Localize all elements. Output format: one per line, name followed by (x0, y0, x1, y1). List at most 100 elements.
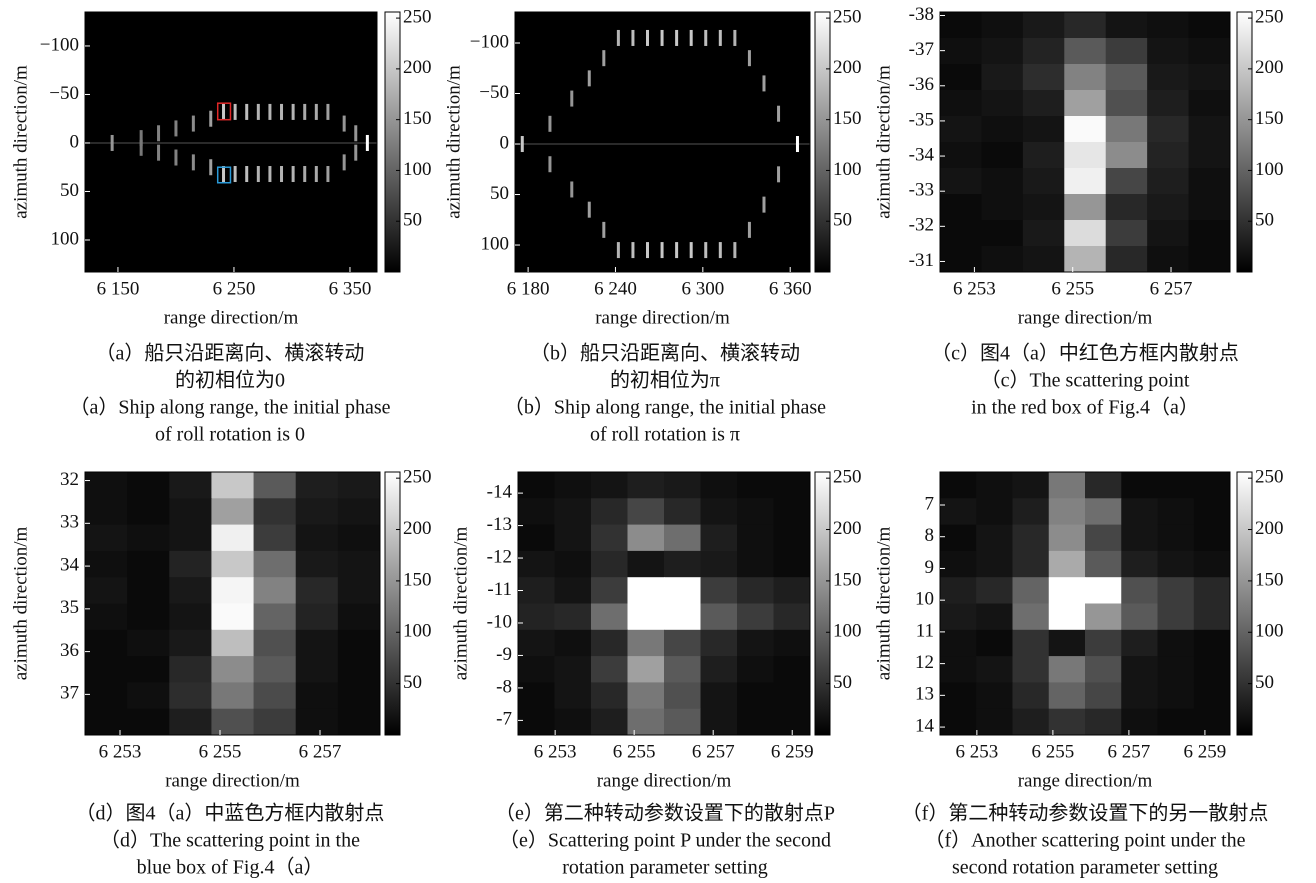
y-tick-label: -14 (487, 481, 513, 502)
heatmap-cell (627, 708, 665, 736)
scatter-point (291, 103, 295, 120)
heatmap-cell (1022, 220, 1065, 247)
heatmap-cell (1157, 550, 1195, 578)
y-tick-label: -11 (487, 579, 512, 600)
heatmap-cell (253, 629, 297, 657)
plot-frame (939, 11, 1231, 273)
scatter-point (777, 105, 781, 122)
colorbar-tick-label: 100 (1255, 621, 1284, 642)
heatmap-cell (1022, 246, 1065, 273)
heatmap-cell (1064, 90, 1107, 117)
heatmap-cell (1064, 38, 1107, 65)
heatmap-cell (1188, 90, 1231, 117)
heatmap-cell (85, 708, 128, 736)
heatmap-cell (211, 498, 255, 526)
heatmap-cell (1048, 603, 1086, 631)
y-tick-label: 50 (490, 183, 509, 204)
scatter-point (354, 144, 358, 161)
heatmap-cell (664, 656, 701, 683)
heatmap-cell (1121, 682, 1158, 710)
heatmap-cell (773, 629, 811, 657)
heatmap-cell (1064, 194, 1107, 221)
x-axis-label: range direction/m (597, 770, 732, 791)
heatmap-cell (627, 472, 665, 499)
heatmap-cell (700, 682, 738, 710)
y-tick-label: −100 (470, 31, 509, 52)
heatmap-cell (518, 603, 555, 631)
heatmap-cell (1022, 90, 1065, 117)
heatmap-cell (664, 682, 701, 710)
heatmap-cell (1105, 116, 1148, 143)
heatmap-cell (1157, 524, 1195, 552)
heatmap-cell (773, 603, 811, 631)
heatmap-cell (940, 194, 982, 221)
scatter-point (365, 134, 369, 151)
heatmap-cell (518, 550, 555, 578)
heatmap-cell (211, 577, 255, 604)
heatmap-cell (737, 524, 774, 552)
colorbar-tick-label: 150 (833, 569, 862, 590)
caption-line: second rotation parameter setting (952, 857, 1218, 879)
colorbar-tick-label: 100 (1255, 159, 1284, 180)
heatmap-cell (169, 524, 212, 552)
colorbar (1236, 471, 1253, 736)
heatmap-cell (1147, 194, 1190, 221)
heatmap-cell (773, 472, 811, 499)
heatmap-cell (1193, 682, 1231, 710)
heatmap-cell (1193, 550, 1231, 578)
scatter-point (256, 103, 260, 120)
y-tick-label: -36 (909, 74, 934, 95)
heatmap-cell (1085, 682, 1122, 710)
heatmap-cell (981, 90, 1024, 117)
x-tick-label: 6 253 (953, 278, 996, 299)
heatmap-cell (627, 577, 665, 604)
heatmap-cell (627, 682, 665, 710)
heatmap-cell (700, 656, 738, 683)
heatmap-cell (518, 629, 555, 657)
x-tick-label: 6 255 (199, 741, 242, 762)
heatmap-cell (1012, 708, 1050, 736)
heatmap-cell (518, 498, 555, 526)
colorbar-tick-label: 50 (1255, 210, 1274, 231)
x-tick-label: 6 257 (299, 741, 342, 762)
heatmap-cell (169, 577, 212, 604)
heatmap-cell (976, 603, 1013, 631)
heatmap-cell (664, 550, 701, 578)
heatmap-cell (737, 656, 774, 683)
heatmap-cell (1147, 64, 1190, 91)
heatmap-cell (1147, 38, 1190, 65)
heatmap-cell (773, 498, 811, 526)
heatmap-cell (773, 577, 811, 604)
heatmap-cell (211, 603, 255, 631)
plot-frame (84, 11, 378, 273)
heatmap-cell (940, 682, 977, 710)
heatmap-cell (211, 656, 255, 683)
heatmap-cell (337, 708, 381, 736)
heatmap-cell (940, 12, 982, 39)
colorbar-tick-label: 100 (833, 621, 862, 642)
scatter-point (222, 166, 226, 183)
heatmap-cell (1157, 498, 1195, 526)
heatmap-cell (1193, 577, 1231, 604)
heatmap-cell (337, 577, 381, 604)
heatmap-cell (981, 116, 1024, 143)
heatmap-cell (940, 656, 977, 683)
plot-frame (939, 471, 1231, 736)
heatmap-cell (554, 498, 592, 526)
heatmap-cell (1085, 629, 1122, 657)
heatmap-cell (1147, 246, 1190, 273)
heatmap-cell (1022, 64, 1065, 91)
heatmap-cell (1121, 498, 1158, 526)
y-tick-label: -38 (909, 4, 934, 25)
heatmap-cell (700, 708, 738, 736)
heatmap-cell (295, 498, 339, 526)
heatmap-cell (981, 64, 1024, 91)
heatmap-cell (1022, 38, 1065, 65)
scatter-point (747, 221, 751, 238)
heatmap-cell (518, 656, 555, 683)
heatmap-cell (976, 708, 1013, 736)
scatter-point (233, 103, 237, 120)
heatmap-cell (211, 682, 255, 710)
x-tick-label: 6 250 (213, 278, 256, 299)
heatmap-cell (127, 472, 170, 499)
